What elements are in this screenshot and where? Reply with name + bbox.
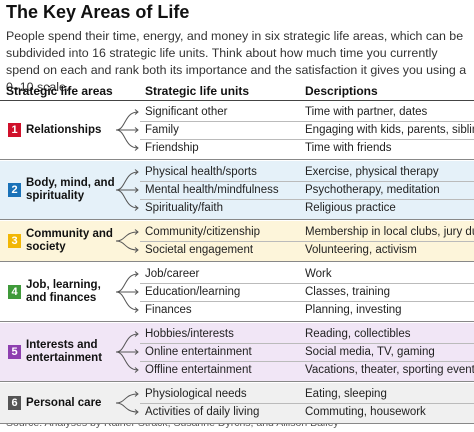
brace: [115, 349, 139, 355]
area-band: [0, 101, 474, 159]
area-number: 3: [8, 234, 21, 248]
unit: Significant other: [145, 106, 228, 118]
unit: Spirituality/faith: [145, 202, 223, 214]
area-number: 1: [8, 123, 21, 137]
area-rule: [0, 219, 474, 220]
brace: [115, 169, 139, 191]
description: Engaging with kids, parents, siblings: [305, 124, 474, 136]
brace: [116, 289, 139, 295]
brace: [115, 391, 139, 404]
area-name: Community and society: [26, 228, 113, 253]
rule: [0, 100, 474, 101]
description: Eating, sleeping: [305, 388, 387, 400]
unit: Physiological needs: [145, 388, 247, 400]
header: Strategic life units: [145, 84, 250, 98]
brace: [115, 189, 139, 211]
description: Reading, collectibles: [305, 328, 411, 340]
description: Work: [305, 268, 332, 280]
area-number: 4: [8, 285, 21, 299]
description: Membership in local clubs, jury duty: [305, 226, 474, 238]
separator: [140, 301, 474, 302]
area-band: [0, 323, 474, 381]
header: Descriptions: [305, 84, 378, 98]
brace: [116, 127, 139, 133]
unit: Activities of daily living: [145, 406, 260, 418]
area-rule: [0, 261, 474, 262]
intro: People spend their time, energy, and mon…: [6, 29, 467, 94]
description: Exercise, physical therapy: [305, 166, 439, 178]
area-name: Job, learning, and finances: [26, 279, 101, 304]
separator: [140, 121, 474, 122]
area-number: 5: [8, 345, 21, 359]
description: Commuting, housework: [305, 406, 426, 418]
area-name: Relationships: [26, 123, 102, 136]
unit: Societal engagement: [145, 244, 254, 256]
unit: Community/citizenship: [145, 226, 261, 238]
unit: Hobbies/interests: [145, 328, 234, 340]
separator: [140, 343, 474, 344]
unit: Education/learning: [145, 286, 241, 298]
description: Religious practice: [305, 202, 396, 214]
description: Vacations, theater, sporting events: [305, 364, 474, 376]
unit: Physical health/sports: [145, 166, 257, 178]
description: Planning, investing: [305, 304, 402, 316]
unit: Mental health/mindfulness: [145, 184, 279, 196]
brace: [115, 129, 139, 151]
brace: [115, 291, 139, 313]
brace: [115, 271, 139, 293]
area-band: [0, 161, 474, 219]
area-rule: [0, 159, 474, 160]
area-name: Interests and entertainment: [26, 339, 103, 364]
area-band: [0, 263, 474, 321]
description: Classes, training: [305, 286, 391, 298]
separator: [140, 139, 474, 140]
title: The Key Areas of Life: [6, 2, 190, 22]
unit: Job/career: [145, 268, 200, 280]
separator: [140, 361, 474, 362]
brace: [115, 187, 139, 193]
area-rule: [0, 381, 474, 382]
area-name: Personal care: [26, 396, 102, 409]
brace: [115, 402, 139, 415]
separator: [140, 403, 474, 404]
unit: Offline entertainment: [145, 364, 252, 376]
description: Volunteering, activism: [305, 244, 417, 256]
unit: Finances: [145, 304, 192, 316]
separator: [140, 199, 474, 200]
area-name: Body, mind, and spirituality: [26, 177, 115, 202]
area-number: 6: [8, 396, 21, 410]
separator: [140, 241, 474, 242]
area-number: 2: [8, 183, 21, 197]
brace: [115, 351, 139, 373]
brace: [115, 240, 139, 253]
description: Time with friends: [305, 142, 392, 154]
brace: [115, 229, 139, 242]
description: Psychotherapy, meditation: [305, 184, 440, 196]
brace: [115, 331, 139, 353]
separator: [140, 181, 474, 182]
area-rule: [0, 423, 474, 424]
unit: Friendship: [145, 142, 199, 154]
unit: Family: [145, 124, 179, 136]
description: Social media, TV, gaming: [305, 346, 435, 358]
header: Strategic life areas: [6, 84, 113, 98]
description: Time with partner, dates: [305, 106, 428, 118]
area-rule: [0, 321, 474, 322]
separator: [140, 283, 474, 284]
unit: Online entertainment: [145, 346, 252, 358]
brace: [115, 109, 139, 131]
